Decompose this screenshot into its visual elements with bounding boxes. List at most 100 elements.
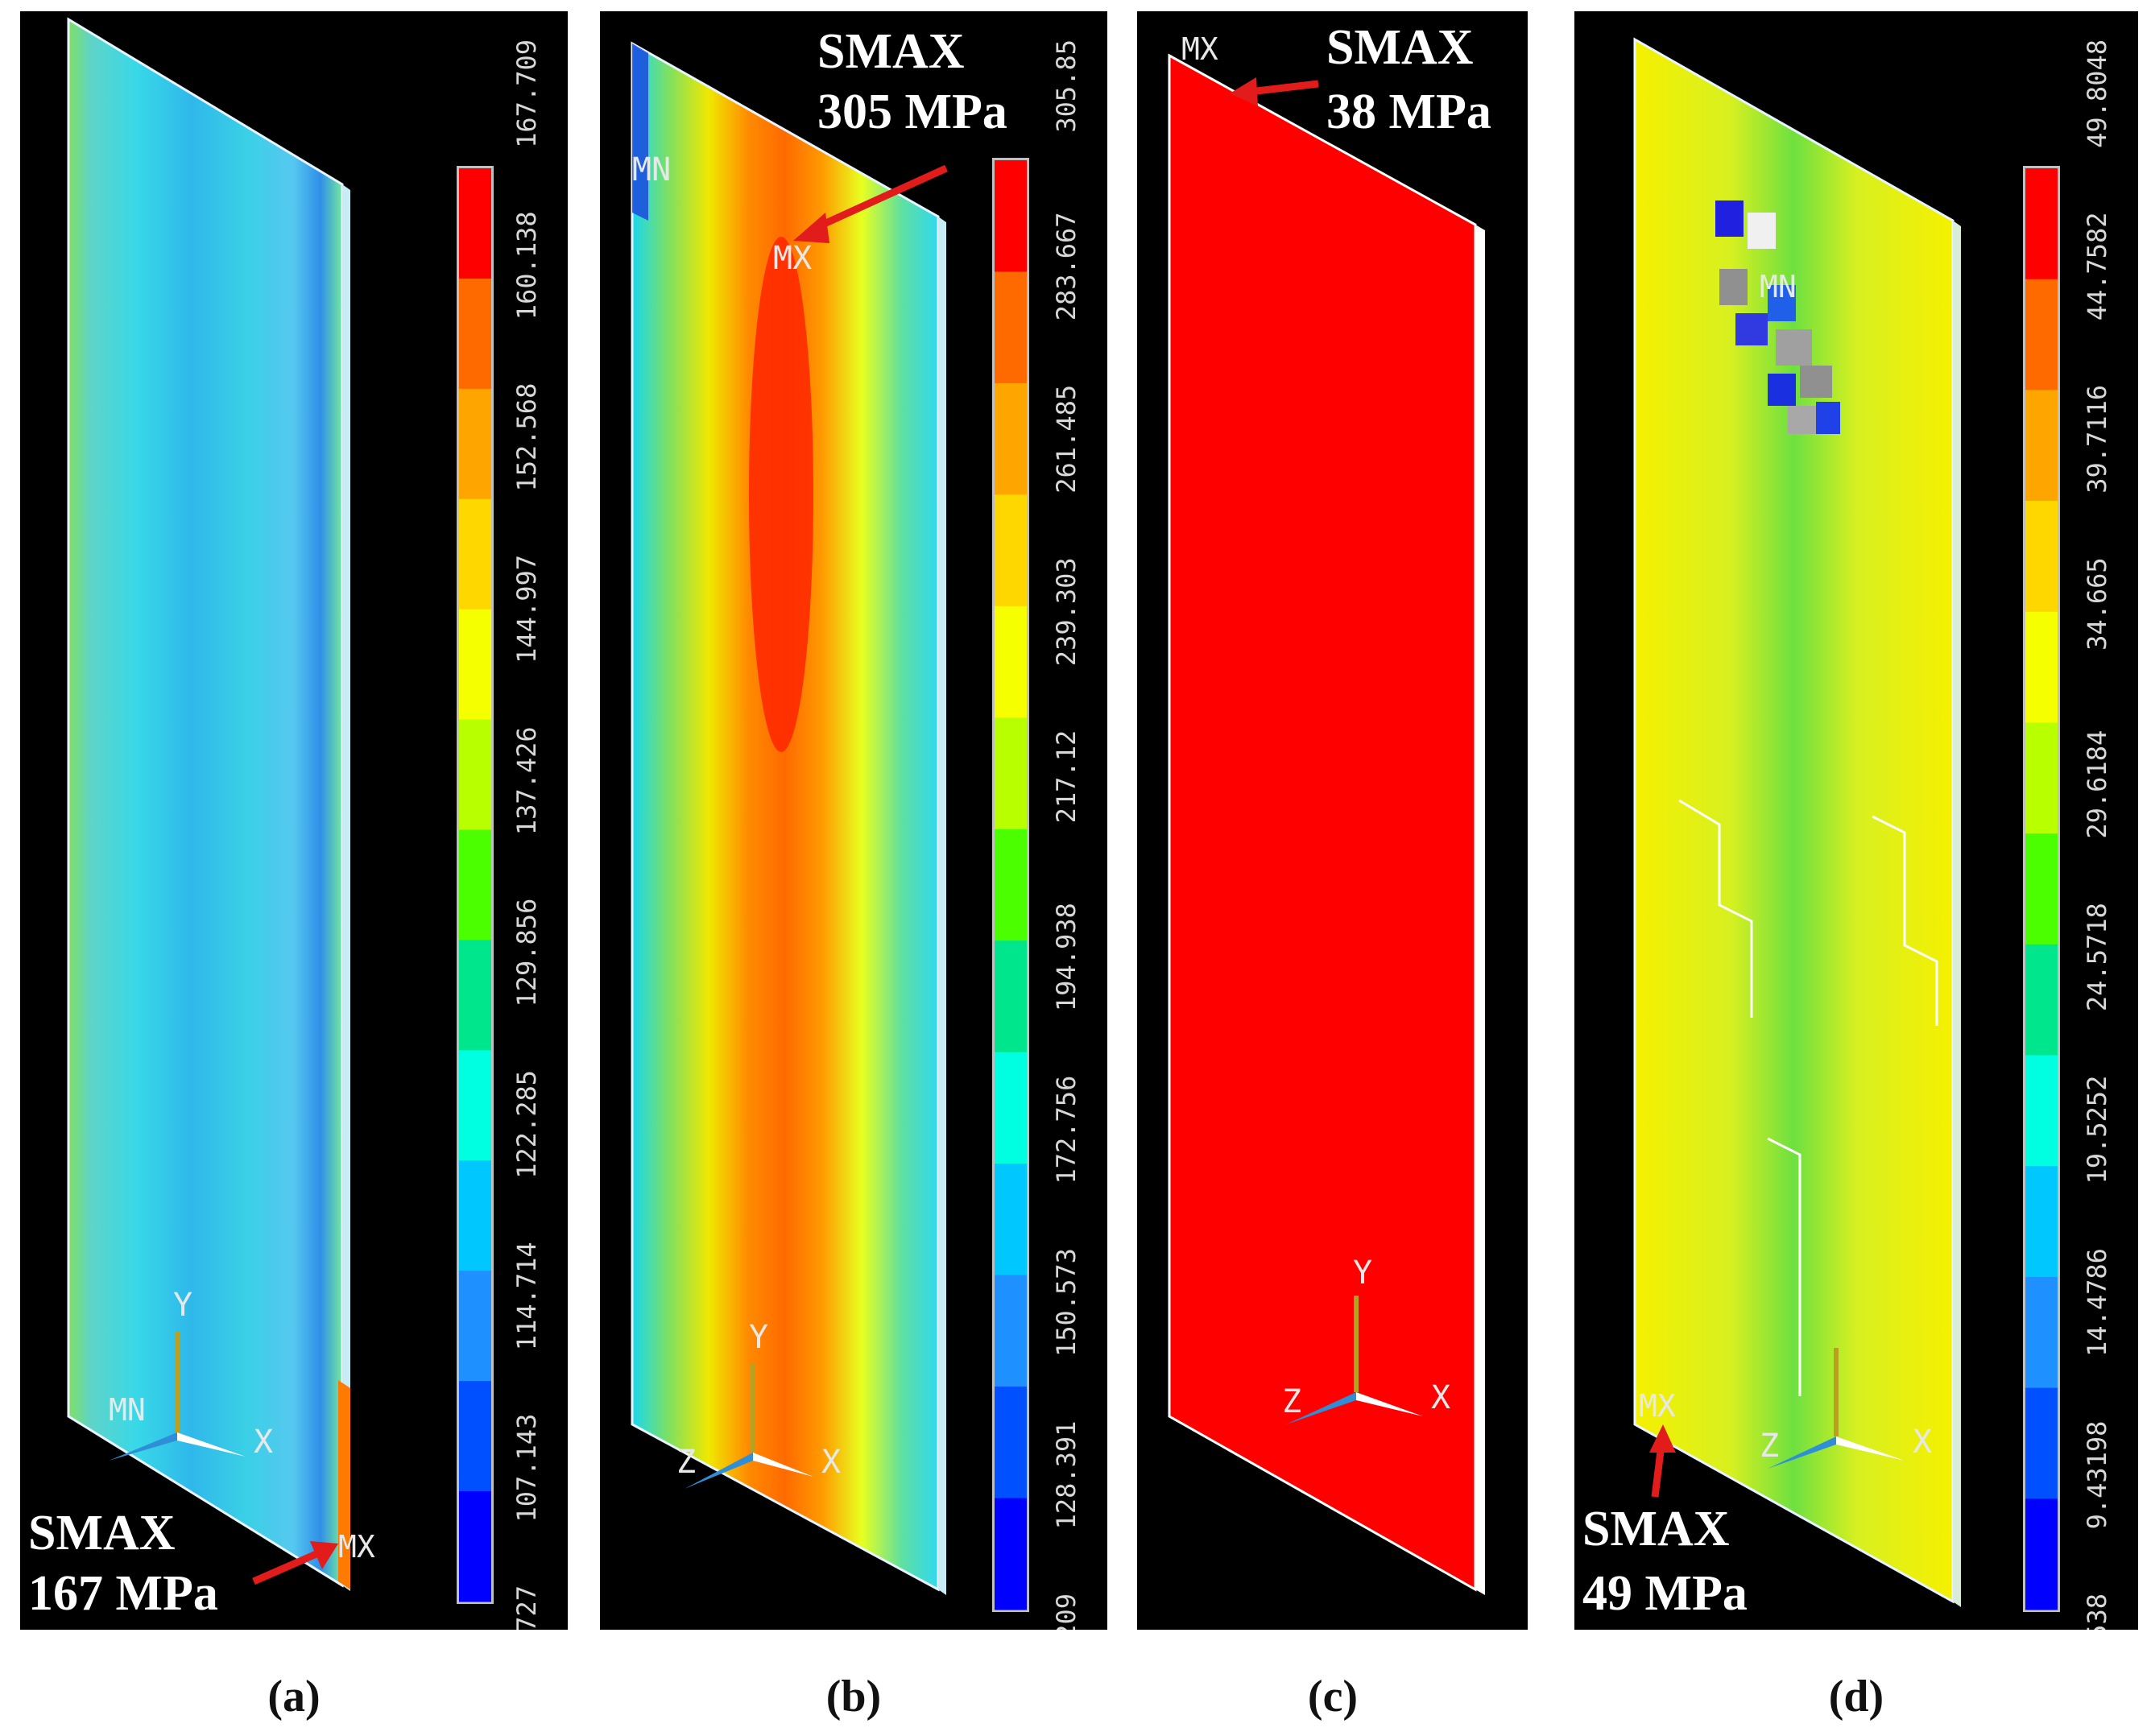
svg-text:Z: Z [676, 1444, 696, 1481]
legend-tick-label: 172.756 [1051, 1076, 1082, 1184]
legend-band [2025, 390, 2058, 502]
caption-c: (c) [1307, 1672, 1359, 1722]
legend-band [2025, 1166, 2058, 1278]
legend-tick-label: 137.426 [511, 726, 542, 835]
color-legend: 305.85 283.667 261.485 239.303 217.12 194.938… [992, 39, 1082, 1630]
legend-band [995, 1052, 1027, 1164]
legend-band [459, 498, 491, 610]
legend-tick-label: 167.709 [511, 39, 542, 148]
legend-band [2025, 1387, 2058, 1499]
panel-d-graphic: MN MX X Z SMAX 49 MPa 49.8048 44.7582 39.7… [1582, 37, 2112, 1630]
legend-tick-label: 152.568 [511, 383, 542, 492]
legend-tick-label: 29.6184 [2082, 730, 2112, 839]
svg-text:X: X [1913, 1424, 1932, 1461]
panel-b-graphic: MN MX Y X Z SMAX 305 MPa 305.85 283.667 26… [631, 24, 1082, 1630]
svg-text:Y: Y [1353, 1254, 1372, 1292]
legend-tick-label: 106.209 [1051, 1593, 1082, 1630]
node-max-label: MX [338, 1529, 375, 1564]
legend-band [995, 717, 1027, 830]
legend-tick-label: 261.485 [1051, 385, 1082, 494]
legend-band [459, 1491, 491, 1602]
legend-band [459, 1050, 491, 1161]
node-min-label: MN [1760, 269, 1797, 304]
legend-band [995, 160, 1027, 272]
legend-band [995, 271, 1027, 384]
smax-title: SMAX [1582, 1502, 1730, 1556]
legend-tick-label: 305.85 [1051, 39, 1082, 133]
legend-band [995, 1498, 1027, 1610]
svg-text:X: X [821, 1444, 841, 1481]
legend-band [459, 1381, 491, 1492]
coordinate-triad: X Z [1760, 1348, 1932, 1469]
svg-text:X: X [1431, 1379, 1450, 1416]
legend-tick-label: 150.573 [1051, 1248, 1082, 1357]
legend-tick-label: 217.12 [1051, 730, 1082, 824]
panel-c-graphic: MX Y X Z SMAX 38 MPa [1168, 20, 1491, 1595]
legend-tick-label: 39.7116 [2082, 385, 2112, 494]
legend-tick-label: 19.5252 [2082, 1076, 2112, 1184]
legend-band [995, 940, 1027, 1053]
smax-title: SMAX [817, 24, 965, 79]
node-label: MX [1181, 31, 1218, 67]
legend-band [459, 1271, 491, 1382]
legend-band [2025, 611, 2058, 723]
damage-zone [1715, 200, 1840, 434]
legend-band [995, 606, 1027, 718]
legend-band [2025, 1276, 2058, 1389]
smax-arrow [1649, 1424, 1676, 1498]
node-min-label: MN [632, 151, 671, 188]
legend-tick-label: 194.938 [1051, 903, 1082, 1011]
legend-band [2025, 722, 2058, 834]
plate-a [67, 17, 344, 1588]
legend-tick-label: 99.5727 [511, 1585, 542, 1630]
legend-band [459, 609, 491, 721]
legend-band [2025, 1498, 2058, 1610]
smax-title: SMAX [1326, 20, 1474, 75]
smax-value: 167 MPa [28, 1566, 218, 1621]
coordinate-triad: Y X Z [1282, 1254, 1450, 1424]
legend-band [459, 829, 491, 940]
legend-band [995, 382, 1027, 495]
smax-value: 38 MPa [1326, 85, 1491, 139]
legend-tick-label: 14.4786 [2082, 1248, 2112, 1357]
caption-a: (a) [267, 1672, 321, 1722]
coordinate-triad: Y X [109, 1287, 273, 1461]
color-legend: 49.8048 44.7582 39.7116 34.665 29.6184 24.571… [2023, 39, 2112, 1630]
legend-tick-label: 128.391 [1051, 1421, 1082, 1530]
legend-tick-label: 9.43198 [2082, 1421, 2112, 1530]
svg-text:X: X [254, 1424, 273, 1461]
node-max-label: MX [773, 240, 812, 277]
smax-arrow [1230, 77, 1319, 106]
legend-band [2025, 501, 2058, 613]
node-min-label: MN [109, 1392, 146, 1428]
svg-text:Y: Y [173, 1287, 192, 1324]
legend-tick-label: 24.5718 [2082, 903, 2112, 1011]
svg-text:Y: Y [749, 1319, 768, 1356]
legend-band [995, 829, 1027, 941]
smax-arrow [793, 164, 948, 243]
smax-value: 49 MPa [1582, 1566, 1748, 1621]
legend-band [2025, 1055, 2058, 1167]
legend-band [995, 1164, 1027, 1276]
legend-band [995, 1275, 1027, 1387]
legend-tick-label: 4.38538 [2082, 1593, 2112, 1630]
color-legend: 167.709 160.138 152.568 144.997 137.426 129.8… [457, 39, 542, 1630]
legend-band [995, 494, 1027, 607]
legend-tick-label: 34.665 [2082, 557, 2112, 651]
legend-tick-label: 283.667 [1051, 212, 1082, 320]
panel-c: MX Y X Z SMAX 38 MPa [1137, 11, 1528, 1630]
legend-tick-label: 122.285 [511, 1070, 542, 1179]
legend-band [459, 168, 491, 279]
svg-text:Z: Z [1760, 1428, 1779, 1465]
svg-text:Z: Z [1282, 1383, 1301, 1420]
panel-a: MN MX Y X SMAX 167 MPa 167.709 160.138 152… [20, 11, 568, 1630]
smax-arrow [252, 1541, 338, 1585]
legend-band [459, 278, 491, 390]
legend-band [2025, 168, 2058, 280]
panel-d: MN MX X Z SMAX 49 MPa 49.8048 44.7582 39.7… [1574, 11, 2138, 1630]
legend-band [2025, 944, 2058, 1056]
legend-tick-label: 114.714 [511, 1242, 542, 1350]
legend-tick-label: 160.138 [511, 211, 542, 320]
caption-d: (d) [1828, 1672, 1884, 1722]
legend-tick-label: 239.303 [1051, 557, 1082, 666]
